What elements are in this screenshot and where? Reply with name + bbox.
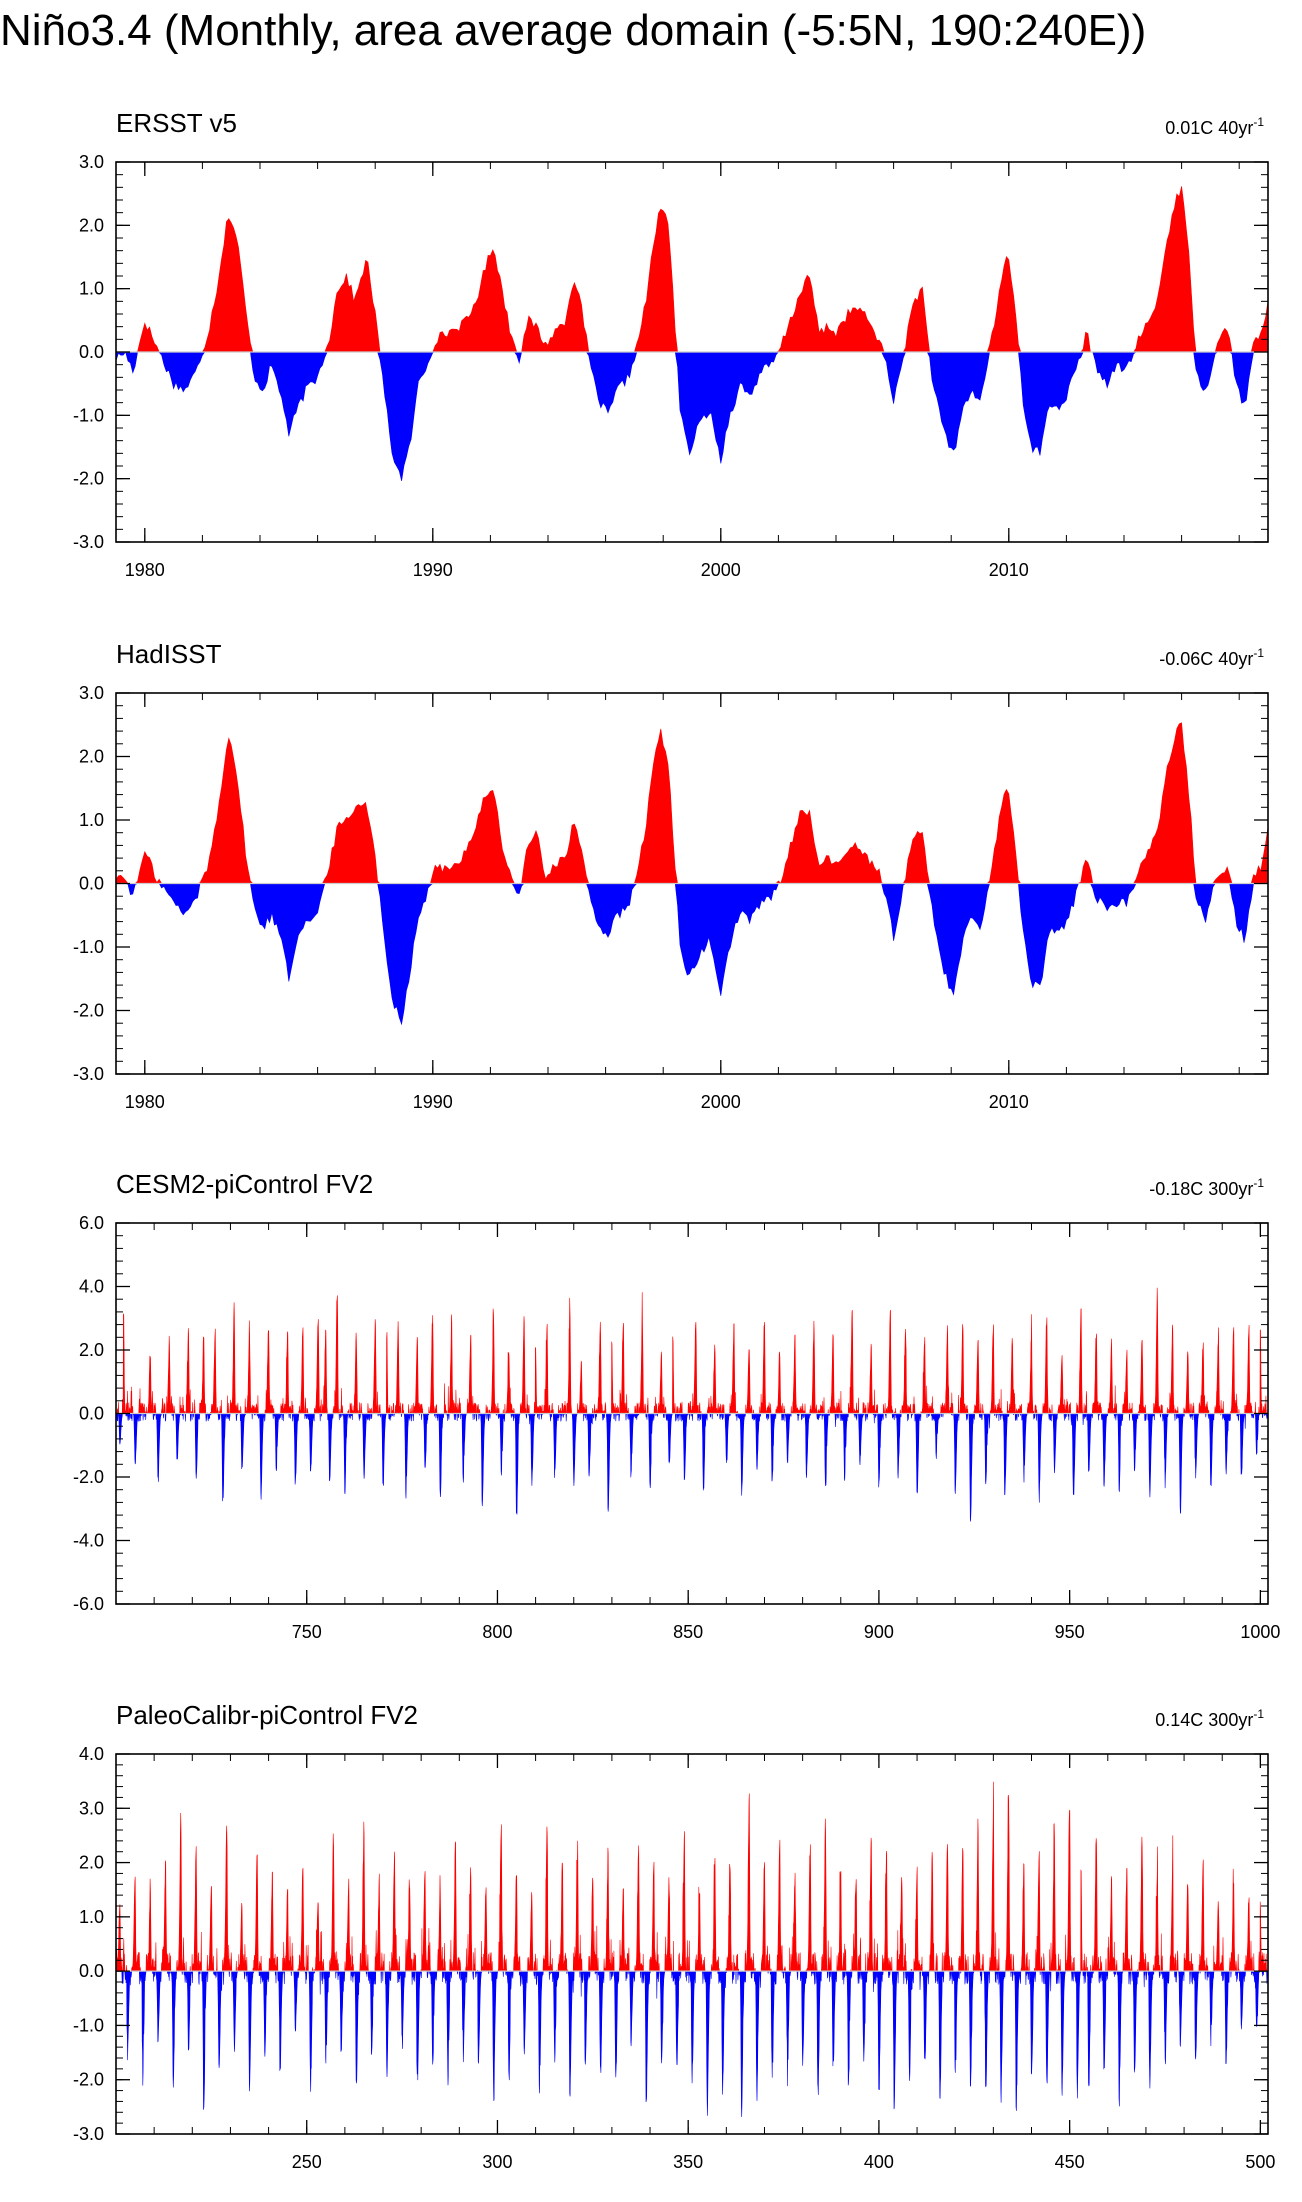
x-tick-label: 2000 [701, 560, 741, 580]
x-tick-label: 2010 [989, 560, 1029, 580]
chart-panel: ERSST v5 0.01C 40yr-1 3.0 2.0 1.0 0.0 -1.0 -2.0… [73, 108, 1269, 580]
trend-exponent: -1 [1253, 115, 1264, 129]
y-tick-label: -1.0 [73, 405, 104, 425]
chart-panel: PaleoCalibr-piControl FV2 0.14C 300yr-1 4.… [73, 1700, 1275, 2172]
trend-annotation: 0.14C 300yr-1 [1155, 1707, 1264, 1730]
panel-title: CESM2-piControl FV2 [116, 1169, 373, 1199]
y-tick-label: 1.0 [79, 1907, 104, 1927]
positive-anomaly-area [115, 722, 1269, 884]
y-tick-label: 0.0 [79, 1961, 104, 1981]
x-tick-label: 250 [292, 2152, 322, 2172]
y-tick-label: -3.0 [73, 532, 104, 552]
positive-anomaly-area [116, 186, 1269, 353]
positive-anomaly-area [116, 1781, 1268, 1973]
x-tick-label: 450 [1055, 2152, 1085, 2172]
y-tick-label: 1.0 [79, 279, 104, 299]
x-tick-label: 750 [292, 1622, 322, 1642]
x-tick-label: 1000 [1240, 1622, 1280, 1642]
trend-exponent: -1 [1253, 646, 1264, 660]
chart-panel: HadISST -0.06C 40yr-1 3.0 2.0 1.0 0.0 -1.0 -2.0… [73, 639, 1269, 1112]
trend-annotation: -0.18C 300yr-1 [1149, 1176, 1264, 1199]
y-tick-label: 2.0 [79, 1340, 104, 1360]
y-tick-label: 3.0 [79, 152, 104, 172]
x-tick-label: 900 [864, 1622, 894, 1642]
y-tick-label: -4.0 [73, 1531, 104, 1551]
negative-anomaly-area [116, 1412, 1268, 1522]
x-tick-label: 850 [673, 1622, 703, 1642]
y-tick-label: -3.0 [73, 2124, 104, 2144]
trend-exponent: -1 [1253, 1176, 1264, 1190]
x-tick-label: 2010 [989, 1092, 1029, 1112]
x-tick-label: 1990 [413, 1092, 453, 1112]
trend-exponent: -1 [1253, 1707, 1264, 1721]
panel-title: HadISST [116, 639, 222, 669]
y-tick-label: 0.0 [79, 1404, 104, 1424]
panel-title: PaleoCalibr-piControl FV2 [116, 1700, 418, 1730]
x-tick-label: 950 [1055, 1622, 1085, 1642]
main-title: Niño3.4 (Monthly, area average domain (-… [0, 6, 1147, 55]
x-tick-label: 800 [482, 1622, 512, 1642]
y-tick-label: -2.0 [73, 1001, 104, 1021]
trend-annotation: 0.01C 40yr-1 [1165, 115, 1264, 138]
y-tick-label: 0.0 [79, 342, 104, 362]
y-tick-label: -2.0 [73, 1467, 104, 1487]
y-tick-label: -1.0 [73, 2015, 104, 2035]
x-tick-label: 350 [673, 2152, 703, 2172]
y-tick-label: 6.0 [79, 1213, 104, 1233]
chart-panel: CESM2-piControl FV2 -0.18C 300yr-1 6.0 4.0 2… [73, 1169, 1280, 1642]
y-tick-label: -6.0 [73, 1594, 104, 1614]
x-tick-label: 300 [482, 2152, 512, 2172]
positive-anomaly-area [116, 1287, 1268, 1415]
negative-anomaly-area [116, 1970, 1268, 2118]
y-tick-label: 4.0 [79, 1277, 104, 1297]
y-tick-label: 0.0 [79, 874, 104, 894]
panel-title: ERSST v5 [116, 108, 237, 138]
y-tick-label: -1.0 [73, 937, 104, 957]
x-tick-label: 1980 [125, 1092, 165, 1112]
y-tick-label: -2.0 [73, 2070, 104, 2090]
negative-anomaly-area [115, 351, 1268, 481]
y-tick-label: 2.0 [79, 747, 104, 767]
trend-annotation: -0.06C 40yr-1 [1159, 646, 1264, 669]
y-tick-label: 1.0 [79, 810, 104, 830]
y-tick-label: -2.0 [73, 469, 104, 489]
negative-anomaly-area [116, 883, 1268, 1026]
x-tick-label: 400 [864, 2152, 894, 2172]
x-tick-label: 1990 [413, 560, 453, 580]
y-tick-label: -3.0 [73, 1064, 104, 1084]
x-tick-label: 500 [1245, 2152, 1275, 2172]
y-tick-label: 2.0 [79, 1853, 104, 1873]
x-tick-label: 1980 [125, 560, 165, 580]
y-tick-label: 3.0 [79, 683, 104, 703]
y-tick-label: 2.0 [79, 215, 104, 235]
plot-frame [115, 1753, 1269, 2135]
y-tick-label: 4.0 [79, 1744, 104, 1764]
x-tick-label: 2000 [701, 1092, 741, 1112]
y-tick-label: 3.0 [79, 1798, 104, 1818]
